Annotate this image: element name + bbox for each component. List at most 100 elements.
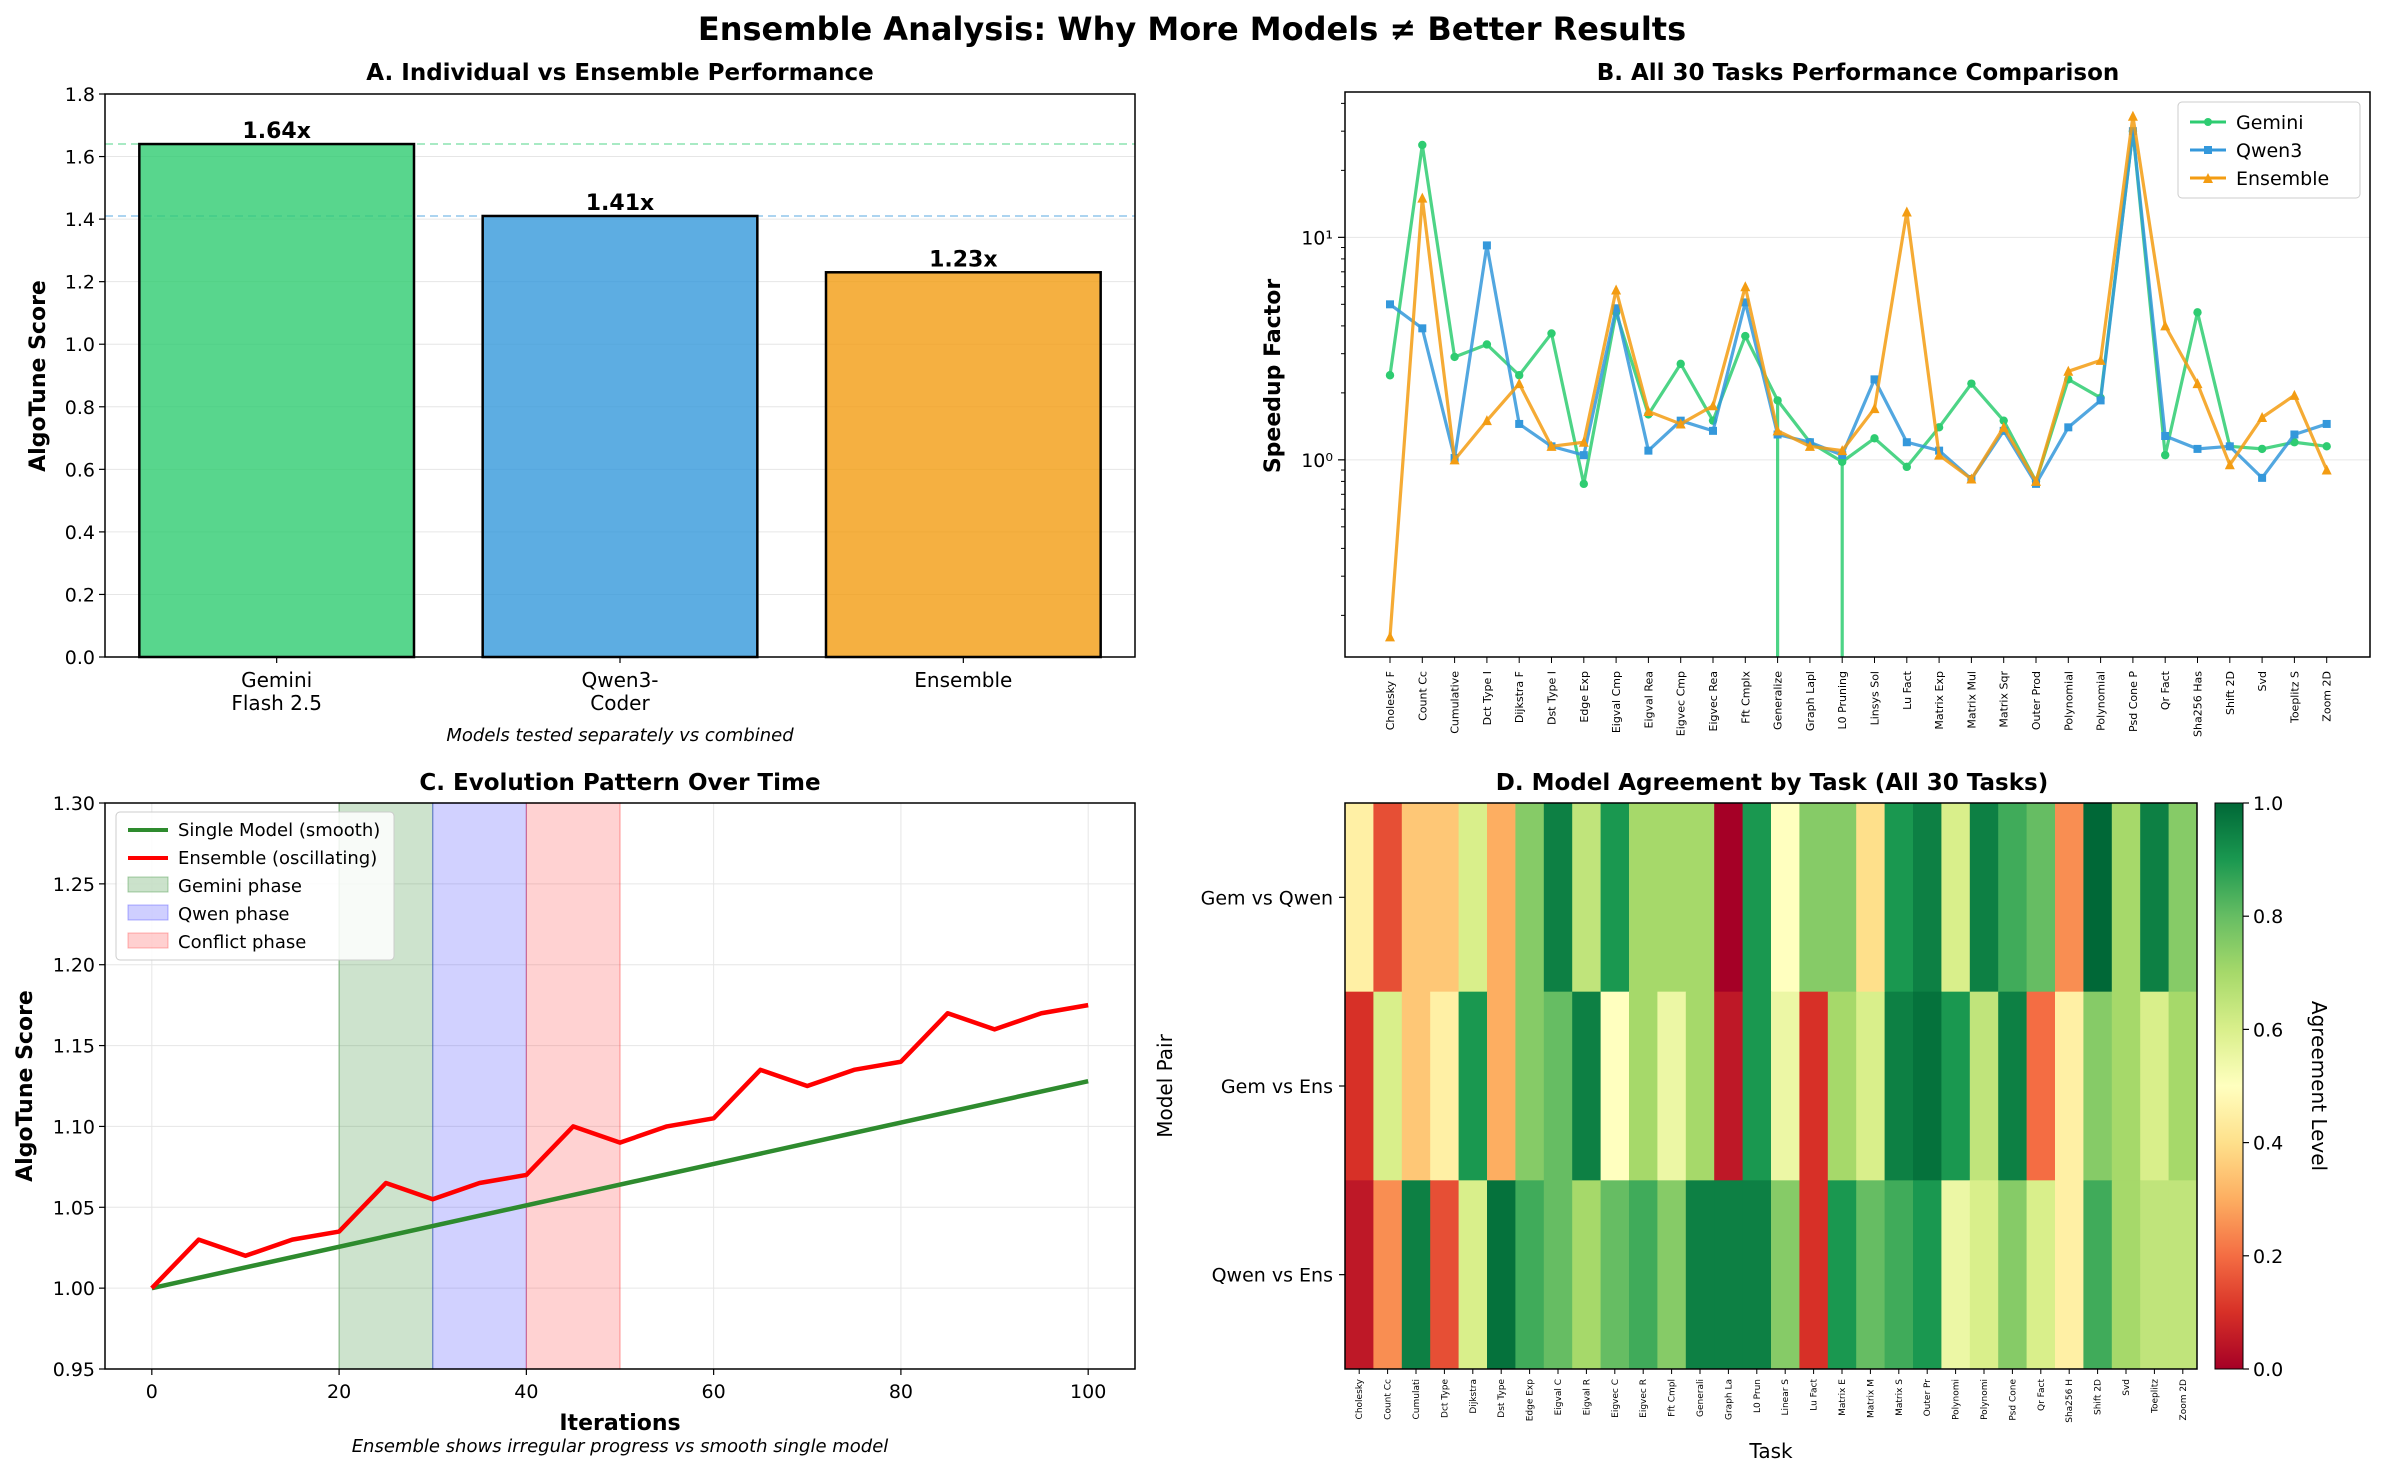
heatmap-cell <box>1430 1180 1460 1370</box>
heatmap-cell <box>2140 991 2170 1181</box>
heatmap-cell <box>1913 1180 1942 1370</box>
panel-d: D. Model Agreement by Task (All 30 Tasks… <box>1153 770 2331 1463</box>
heatmap-cell <box>1487 991 1516 1181</box>
data-point <box>1740 281 1751 292</box>
heatmap-cell <box>1543 803 1573 993</box>
data-point <box>1385 371 1395 380</box>
heatmap-cell <box>1657 803 1687 993</box>
figure-title: Ensemble Analysis: Why More Models ≠ Bet… <box>698 10 1686 48</box>
heatmap-cell <box>2168 803 2198 993</box>
x-tick-label: Count Cc <box>1416 671 1429 721</box>
legend-single-model: Single Model (smooth) <box>178 820 380 841</box>
y-tick-label: 0.0 <box>65 647 95 669</box>
series-line <box>1388 114 2329 638</box>
data-point <box>2161 450 2170 460</box>
y-tick-label: 1.25 <box>53 874 95 896</box>
legend-gemini: Gemini <box>2236 112 2304 134</box>
data-point <box>1804 440 1815 451</box>
series-line <box>150 1002 1089 1290</box>
x-tick-label: Zoom 2D <box>2321 671 2334 722</box>
x-tick-label: 60 <box>702 1381 726 1403</box>
panel-b-title: B. All 30 Tasks Performance Comparison <box>1597 60 2120 86</box>
heatmap-cell <box>1345 1180 1374 1370</box>
bar <box>824 271 1102 659</box>
bar-value-label: 1.64x <box>242 119 310 144</box>
heatmap-cell <box>1657 991 1687 1181</box>
data-point <box>2161 431 2170 440</box>
legend-ensemble: Ensemble <box>2236 168 2329 190</box>
data-point <box>2290 430 2299 439</box>
heatmap-cell <box>1685 1180 1715 1370</box>
heatmap-cell <box>1941 1180 1971 1370</box>
y-tick-label: 1.05 <box>53 1197 95 1219</box>
x-tick-label: Dst Type I <box>1546 671 1559 725</box>
data-point <box>1579 451 1588 460</box>
data-point <box>1838 457 1847 467</box>
data-point <box>1546 440 1557 451</box>
heatmap-cell <box>1913 991 1942 1181</box>
data-point <box>2322 419 2331 428</box>
data-point <box>2192 378 2203 389</box>
x-tick-label: Qr Fact <box>2159 670 2172 710</box>
heatmap-cell <box>2083 991 2113 1181</box>
legend-ensemble-oscillating: Ensemble (oscillating) <box>178 848 377 869</box>
heatmap-cell <box>2083 1180 2113 1370</box>
x-tick-label: Polynomi <box>1980 1379 1990 1420</box>
heatmap-cell <box>1401 803 1431 993</box>
x-tick-label: Shift 2D <box>2224 671 2237 715</box>
data-point <box>1481 415 1492 426</box>
data-point <box>1708 400 1718 411</box>
y-tick-label: 1.00 <box>53 1278 95 1300</box>
data-point <box>1709 426 1717 435</box>
heatmap-cell <box>1742 991 1772 1181</box>
data-point <box>1482 340 1492 349</box>
panel-c-title: C. Evolution Pattern Over Time <box>419 770 820 796</box>
x-tick-label: Eigval C <box>1554 1379 1564 1415</box>
x-tick-label: Lu Fact <box>1901 670 1914 710</box>
heatmap-cell <box>1714 1180 1744 1370</box>
heatmap-cell <box>2055 1180 2084 1370</box>
x-tick-label: Qr Fact <box>2037 1379 2047 1411</box>
heatmap-cell <box>1856 1180 1886 1370</box>
x-tick-label: Dijkstra F <box>1513 671 1526 723</box>
x-tick-label: Psd Cone P <box>2127 671 2140 732</box>
y-tick-label: 0.6 <box>65 459 95 481</box>
x-tick-label: Zoom 2D <box>2179 1379 2189 1421</box>
x-tick-label: Toeplitz <box>2150 1379 2160 1414</box>
panel-a-caption: Models tested separately vs combined <box>446 725 794 746</box>
heatmap-cell <box>1430 803 1460 993</box>
data-point <box>1578 436 1589 447</box>
x-tick-label: Cholesky <box>1355 1378 1365 1419</box>
y-tick-label: Gem vs Qwen <box>1201 887 1333 909</box>
data-point <box>2193 308 2202 317</box>
heatmap-cell <box>1629 803 1658 993</box>
x-tick-label: Gemini <box>241 668 312 692</box>
heatmap-cell <box>1373 803 1403 993</box>
x-tick-label: Toeplitz S <box>2288 671 2301 724</box>
heatmap-cell <box>1657 1180 1687 1370</box>
x-tick-label: Ensemble <box>914 668 1012 692</box>
panel-b-ylabel: Speedup Factor <box>1261 279 1286 474</box>
x-tick-label: Edge Exp <box>1526 1379 1536 1422</box>
panel-c-ylabel: AlgoTune Score <box>13 990 38 1182</box>
heatmap-cell <box>1827 803 1857 993</box>
heatmap-cell <box>1515 803 1545 993</box>
x-tick-label: Sha256 H <box>2065 1379 2075 1423</box>
data-point <box>2096 396 2105 405</box>
x-tick-label: Svd <box>2256 671 2269 691</box>
x-tick-label: Matrix E <box>1838 1379 1848 1416</box>
legend-gemini-phase: Gemini phase <box>178 876 302 897</box>
data-point <box>1418 324 1427 333</box>
x-tick-label: 0 <box>146 1381 158 1403</box>
data-point <box>2321 464 2332 475</box>
colorbar-tick-label: 1.0 <box>2253 793 2283 815</box>
data-point <box>1450 352 1459 362</box>
heatmap-cell <box>2055 991 2084 1181</box>
phase-span <box>525 802 621 1370</box>
x-tick-label: Matrix Exp <box>1933 671 1946 730</box>
heatmap-cell <box>1401 991 1431 1181</box>
heatmap-cell <box>1884 803 1914 993</box>
heatmap-cell <box>1799 991 1829 1181</box>
x-tick-label: 100 <box>1070 1381 1106 1403</box>
data-point <box>2290 438 2299 447</box>
